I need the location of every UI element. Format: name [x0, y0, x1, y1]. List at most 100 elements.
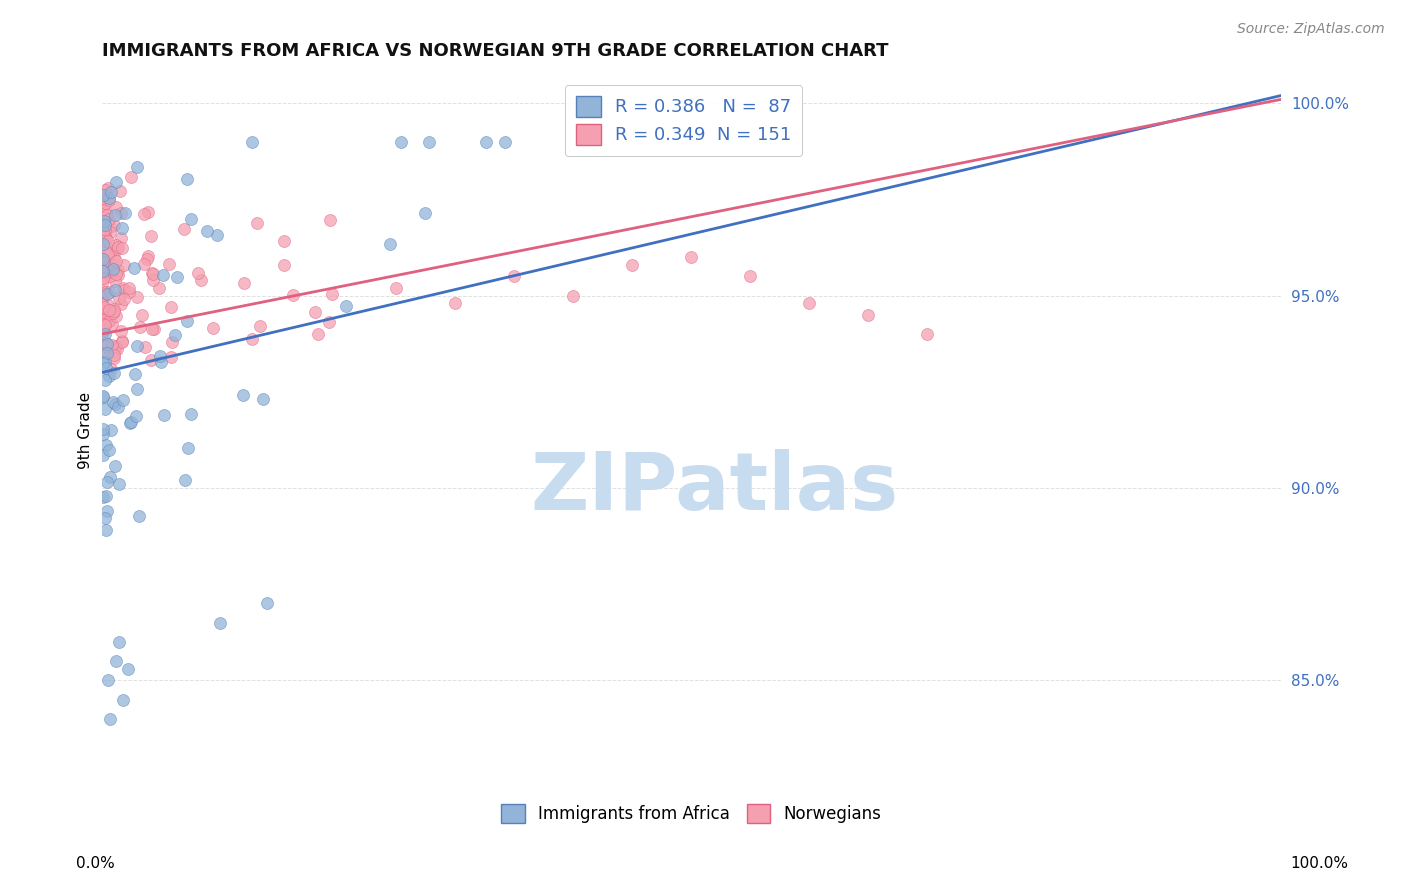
- Point: [112, 283, 135, 297]
- Point: [91, 322, 114, 336]
- Point: [101, 263, 124, 277]
- Point: [111, 334, 134, 349]
- Point: [93, 229, 115, 244]
- Legend: Immigrants from Africa, Norwegians: Immigrants from Africa, Norwegians: [495, 797, 889, 830]
- Point: [96, 503, 118, 517]
- Point: [91, 252, 114, 267]
- Point: [96, 337, 118, 351]
- Point: [94, 285, 117, 300]
- Point: [232, 388, 254, 402]
- Point: [104, 237, 127, 252]
- Point: [98, 303, 121, 318]
- Point: [103, 303, 125, 318]
- Point: [621, 258, 644, 272]
- Point: [134, 257, 156, 271]
- Point: [93, 388, 115, 402]
- Point: [249, 318, 271, 333]
- Point: [91, 426, 114, 441]
- Point: [93, 317, 115, 331]
- Point: [110, 206, 132, 220]
- Point: [108, 635, 131, 649]
- Point: [98, 712, 121, 726]
- Point: [134, 340, 156, 354]
- Point: [93, 320, 115, 334]
- Point: [127, 160, 149, 174]
- Point: [187, 267, 209, 281]
- Point: [93, 254, 115, 268]
- Point: [101, 306, 124, 320]
- Point: [413, 205, 436, 219]
- Point: [98, 442, 121, 457]
- Point: [104, 274, 127, 288]
- Point: [91, 448, 114, 462]
- Point: [335, 299, 357, 313]
- Point: [858, 308, 880, 322]
- Point: [152, 408, 174, 422]
- Point: [136, 252, 159, 266]
- Point: [103, 351, 125, 366]
- Point: [93, 346, 115, 360]
- Point: [101, 338, 124, 352]
- Point: [97, 181, 120, 195]
- Point: [93, 225, 115, 239]
- Point: [385, 281, 408, 295]
- Point: [163, 327, 186, 342]
- Point: [380, 236, 402, 251]
- Point: [141, 353, 163, 368]
- Point: [136, 205, 159, 219]
- Point: [389, 135, 412, 149]
- Point: [93, 218, 115, 232]
- Point: [97, 234, 120, 248]
- Point: [91, 390, 114, 404]
- Point: [117, 662, 139, 676]
- Point: [94, 196, 117, 211]
- Point: [104, 253, 127, 268]
- Point: [91, 271, 114, 285]
- Text: IMMIGRANTS FROM AFRICA VS NORWEGIAN 9TH GRADE CORRELATION CHART: IMMIGRANTS FROM AFRICA VS NORWEGIAN 9TH …: [101, 42, 889, 60]
- Point: [100, 423, 122, 437]
- Point: [112, 292, 135, 306]
- Point: [100, 361, 122, 376]
- Point: [105, 243, 128, 257]
- Point: [105, 175, 128, 189]
- Point: [107, 262, 129, 277]
- Point: [319, 212, 342, 227]
- Point: [91, 422, 114, 436]
- Point: [104, 397, 127, 411]
- Point: [103, 262, 125, 277]
- Text: Source: ZipAtlas.com: Source: ZipAtlas.com: [1237, 22, 1385, 37]
- Point: [103, 301, 125, 316]
- Point: [160, 334, 183, 349]
- Text: 0.0%: 0.0%: [76, 856, 115, 871]
- Point: [94, 511, 117, 525]
- Point: [91, 356, 114, 370]
- Point: [96, 475, 118, 489]
- Point: [149, 349, 172, 363]
- Point: [94, 339, 117, 353]
- Point: [173, 473, 195, 487]
- Point: [96, 208, 118, 222]
- Point: [91, 264, 114, 278]
- Point: [107, 268, 129, 282]
- Point: [94, 262, 117, 277]
- Point: [166, 270, 188, 285]
- Point: [107, 476, 129, 491]
- Point: [105, 267, 128, 281]
- Point: [110, 324, 132, 338]
- Point: [149, 355, 172, 369]
- Point: [98, 193, 121, 207]
- Point: [91, 191, 114, 205]
- Point: [94, 361, 117, 376]
- Point: [202, 321, 225, 335]
- Point: [100, 185, 122, 199]
- Point: [134, 207, 156, 221]
- Point: [141, 322, 163, 336]
- Point: [444, 296, 467, 310]
- Point: [91, 263, 114, 277]
- Point: [107, 240, 129, 254]
- Point: [94, 373, 117, 387]
- Point: [152, 268, 174, 282]
- Point: [98, 343, 121, 358]
- Point: [96, 438, 118, 452]
- Point: [120, 416, 142, 430]
